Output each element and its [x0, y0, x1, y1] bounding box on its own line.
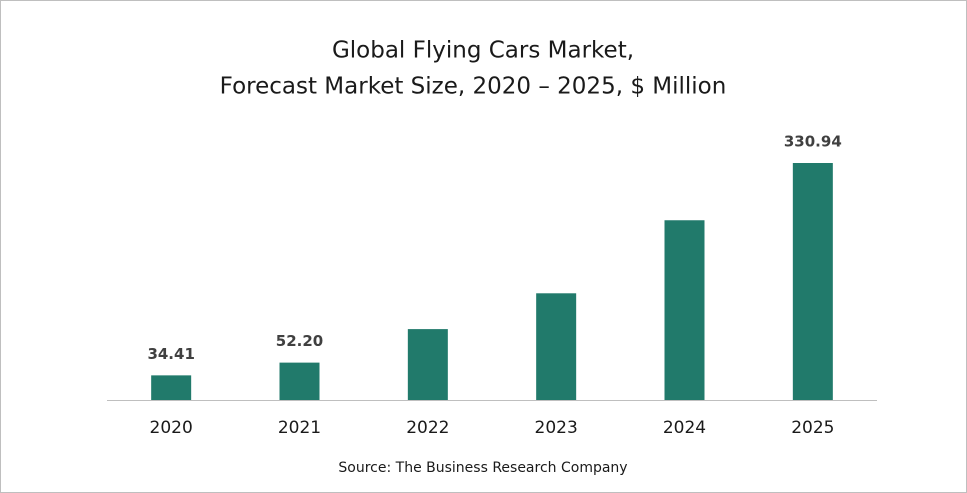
data-label: 34.41 [147, 345, 194, 363]
x-tick-label: 2020 [150, 418, 193, 438]
data-label: 330.94 [784, 133, 842, 151]
x-tick-label: 2021 [278, 418, 321, 438]
bar [536, 293, 577, 400]
x-tick-label: 2024 [663, 418, 706, 438]
bar [279, 362, 320, 400]
x-tick-label: 2025 [791, 418, 834, 438]
x-tick-label: 2022 [406, 418, 449, 438]
x-tick-label: 2023 [535, 418, 578, 438]
chart-subtitle: Forecast Market Size, 2020 – 2025, $ Mil… [220, 74, 727, 100]
bar [407, 329, 448, 400]
bar [664, 220, 705, 400]
bar [792, 163, 833, 400]
bar [151, 375, 192, 400]
data-label: 52.20 [276, 332, 323, 350]
source: Source: The Business Research Company [338, 460, 627, 476]
chart-title: Global Flying Cars Market, [332, 38, 634, 64]
